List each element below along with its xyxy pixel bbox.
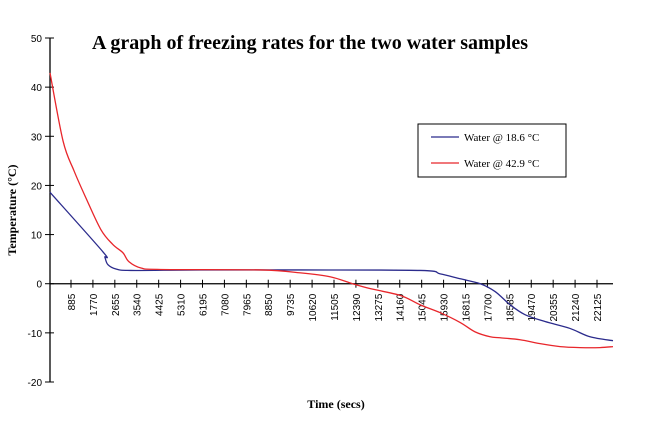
y-tick-label: 10 — [31, 231, 43, 242]
x-tick-label: 19470 — [527, 293, 538, 321]
y-axis-title: Temperature (°C) — [5, 164, 19, 255]
chart-title: A graph of freezing rates for the two wa… — [92, 32, 528, 54]
series-line-2 — [49, 72, 614, 349]
x-tick-label: 22125 — [593, 293, 604, 321]
x-tick-label: 11505 — [330, 293, 341, 321]
x-tick-label: 21240 — [571, 293, 582, 321]
x-tick-label: 7080 — [220, 293, 231, 316]
y-tick-label: 0 — [36, 280, 42, 291]
y-tick-label: -10 — [28, 329, 43, 340]
legend-box — [417, 123, 567, 178]
x-tick-label: 17700 — [483, 293, 494, 321]
legend-label-series-1: Water @ 18.6 °C — [464, 132, 539, 144]
x-tick-label: 6195 — [199, 293, 210, 316]
series-line-1 — [49, 191, 614, 342]
x-tick-label: 20355 — [549, 293, 560, 321]
y-tick-label: 20 — [31, 181, 43, 192]
legend-label-series-2: Water @ 42.9 °C — [464, 158, 539, 170]
legend: Water @ 18.6 °C Water @ 42.9 °C — [417, 123, 567, 178]
x-tick-label: 2655 — [111, 293, 122, 316]
y-tick-label: 30 — [31, 132, 43, 143]
x-tick-label: 5310 — [177, 293, 188, 316]
x-tick-label: 1770 — [89, 293, 100, 316]
x-tick-label: 13275 — [374, 293, 385, 321]
x-tick-label: 16815 — [462, 293, 473, 321]
x-tick-label: 885 — [67, 293, 78, 310]
x-tick-label: 10620 — [308, 293, 319, 321]
series-layer — [49, 72, 614, 349]
x-tick-label: 8850 — [264, 293, 275, 316]
x-tick-label: 18585 — [505, 293, 516, 321]
x-axis-title: Time (secs) — [307, 397, 364, 411]
x-tick-label: 12390 — [352, 293, 363, 321]
x-tick-label: 15045 — [418, 293, 429, 321]
x-tick-label: 4425 — [155, 293, 166, 316]
x-tick-label: 14160 — [396, 293, 407, 321]
x-tick-label: 3540 — [133, 293, 144, 316]
axes: 50 40 30 20 10 0 -10 -20 885 1770 2655 3540 4425 5310… — [28, 34, 613, 389]
x-tick-label: 15930 — [440, 293, 451, 321]
x-tick-label: 7965 — [242, 293, 253, 316]
y-tick-label: 50 — [31, 34, 43, 45]
y-tick-label: -20 — [28, 378, 43, 389]
x-tick-label: 9735 — [286, 293, 297, 316]
y-tick-label: 40 — [31, 83, 43, 94]
